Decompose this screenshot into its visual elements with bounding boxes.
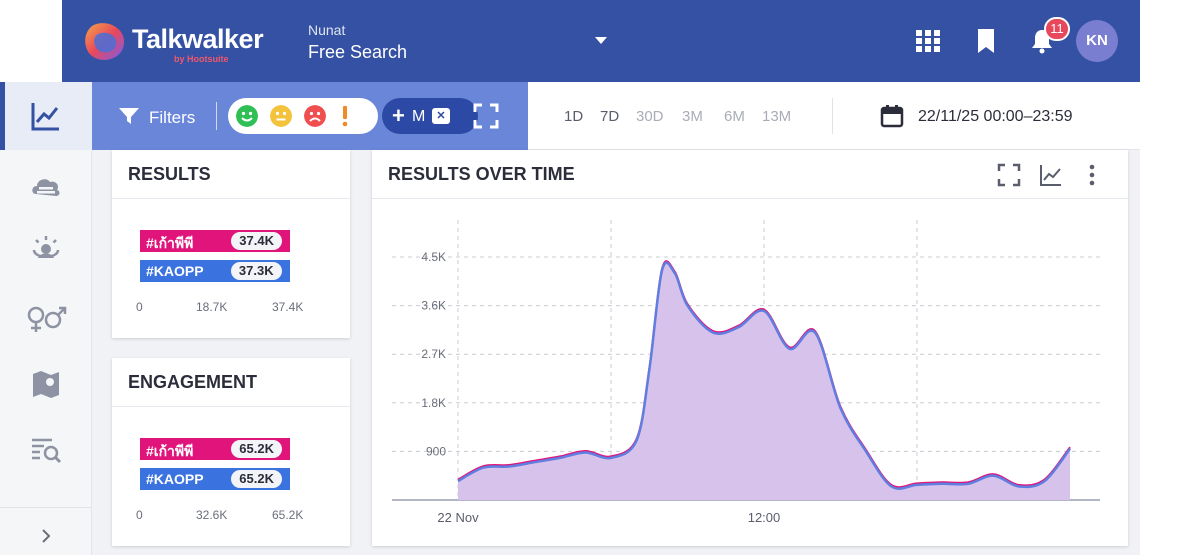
- filter-icon[interactable]: [118, 106, 140, 126]
- y-tick-label: 1.8K: [421, 396, 446, 410]
- engagement-card: ENGAGEMENT #เก้าพีพี 65.2K #KAOPP 65.2K 0 32.…: [112, 358, 350, 546]
- map-icon[interactable]: [28, 366, 64, 402]
- x-tick-label: 12:00: [748, 510, 781, 525]
- plus-icon: +: [392, 103, 405, 128]
- time-range-bar: 1D 7D 30D 3M 6M 13M 22/11/25 00:00–23:59: [528, 82, 1140, 150]
- x-tick-label: 22 Nov: [437, 510, 479, 525]
- sidebar: [0, 82, 92, 555]
- sidebar-divider: [0, 507, 91, 508]
- alert-exclamation-icon[interactable]: [340, 105, 350, 127]
- cloud-icon[interactable]: [28, 168, 64, 204]
- y-tick-label: 2.7K: [421, 347, 446, 361]
- notification-badge[interactable]: 11: [1044, 17, 1070, 41]
- user-avatar[interactable]: KN: [1076, 20, 1118, 62]
- axis-tick-label: 32.6K: [196, 508, 228, 522]
- neutral-face-icon[interactable]: [270, 105, 292, 127]
- toolbar-divider: [216, 102, 217, 130]
- y-tick-label: 900: [426, 444, 446, 458]
- axis-tick-label: 65.2K: [272, 508, 304, 522]
- date-range-picker[interactable]: 22/11/25 00:00–23:59: [918, 108, 1073, 125]
- gender-icon[interactable]: [24, 300, 68, 336]
- project-selector[interactable]: Nunat Free Search: [308, 22, 407, 63]
- bar-value: 65.2K: [231, 440, 282, 458]
- chevron-right-icon[interactable]: [40, 528, 52, 544]
- axis-tick-label: 0: [136, 300, 143, 314]
- project-name: Nunat: [308, 22, 346, 38]
- bar-label: #เก้าพีพี: [146, 235, 194, 251]
- calendar-icon[interactable]: [880, 104, 904, 128]
- time-range-1d[interactable]: 1D: [564, 108, 584, 125]
- y-tick-label: 3.6K: [421, 299, 446, 313]
- bar-hashtag-kaopp[interactable]: #KAOPP 37.3K: [140, 260, 290, 282]
- results-over-time-chart[interactable]: 900 1.8K 2.7K 3.6K 4.5K 22 Nov 12:00: [372, 200, 1128, 540]
- add-filter-label: M: [412, 108, 426, 125]
- bar-value: 65.2K: [231, 470, 282, 488]
- bar-label: #KAOPP: [146, 263, 204, 279]
- card-divider: [112, 406, 350, 407]
- brand-name: Talkwalker: [132, 24, 264, 54]
- time-range-13m[interactable]: 13M: [762, 108, 792, 125]
- brand-subtitle: by Hootsuite: [174, 54, 229, 64]
- negative-face-icon[interactable]: [304, 105, 326, 127]
- results-title: RESULTS: [128, 164, 211, 184]
- apps-grid-icon[interactable]: [914, 27, 942, 55]
- bar-value: 37.3K: [230, 262, 282, 280]
- axis-tick-label: 18.7K: [196, 300, 228, 314]
- y-tick-label: 4.5K: [421, 250, 446, 264]
- clear-filter-icon[interactable]: ✕: [432, 108, 450, 124]
- fullscreen-icon[interactable]: [473, 103, 499, 129]
- caret-down-icon[interactable]: [594, 36, 608, 46]
- sidebar-item-trends[interactable]: [0, 82, 92, 150]
- trend-chart-icon: [31, 103, 59, 131]
- chart-title: RESULTS OVER TIME: [388, 164, 575, 184]
- axis-tick-label: 0: [136, 508, 143, 522]
- results-over-time-card: RESULTS OVER TIME 900 1.8K 2.7K 3.6K 4.5K 22 …: [372, 150, 1128, 546]
- expand-chart-icon[interactable]: [996, 162, 1022, 188]
- time-bar-divider: [832, 98, 833, 134]
- time-range-30d[interactable]: 30D: [636, 108, 664, 125]
- bookmark-icon[interactable]: [972, 27, 1000, 55]
- bar-value: 37.4K: [231, 232, 282, 250]
- filter-toolbar: Filters + M: [92, 82, 528, 150]
- talkwalker-logo[interactable]: [82, 18, 130, 66]
- line-chart-icon[interactable]: [1038, 162, 1064, 188]
- bar-label: #KAOPP: [146, 471, 204, 487]
- bar-hashtag-kaopp[interactable]: #KAOPP 65.2K: [140, 468, 290, 490]
- time-range-7d[interactable]: 7D: [600, 108, 620, 125]
- add-filter-button[interactable]: + M ✕: [382, 98, 478, 134]
- time-range-6m[interactable]: 6M: [724, 108, 745, 125]
- axis-tick-label: 37.4K: [272, 300, 304, 314]
- results-card: RESULTS #เก้าพีพี 37.4K #KAOPP 37.3K 0 18.7K 3…: [112, 150, 350, 338]
- bar-hashtag-thai[interactable]: #เก้าพีพี 37.4K: [140, 230, 290, 252]
- bar-label: #เก้าพีพี: [146, 443, 194, 459]
- series-line-secondary: [457, 260, 1071, 489]
- list-search-icon[interactable]: [28, 432, 64, 468]
- series-line: [457, 261, 1071, 490]
- engagement-title: ENGAGEMENT: [128, 372, 258, 392]
- top-bar: Talkwalker by Hootsuite Nunat Free Searc…: [62, 0, 1140, 82]
- positive-face-icon[interactable]: [236, 105, 258, 127]
- more-options-icon[interactable]: [1084, 162, 1100, 188]
- card-divider: [112, 198, 350, 199]
- bar-hashtag-thai[interactable]: #เก้าพีพี 65.2K: [140, 438, 290, 460]
- filters-button[interactable]: Filters: [149, 108, 196, 127]
- card-divider: [372, 198, 1128, 199]
- time-range-3m[interactable]: 3M: [682, 108, 703, 125]
- sentiment-filter: [228, 98, 378, 134]
- search-name: Free Search: [308, 42, 408, 62]
- results-area: [458, 262, 1070, 500]
- influencer-icon[interactable]: [28, 232, 64, 268]
